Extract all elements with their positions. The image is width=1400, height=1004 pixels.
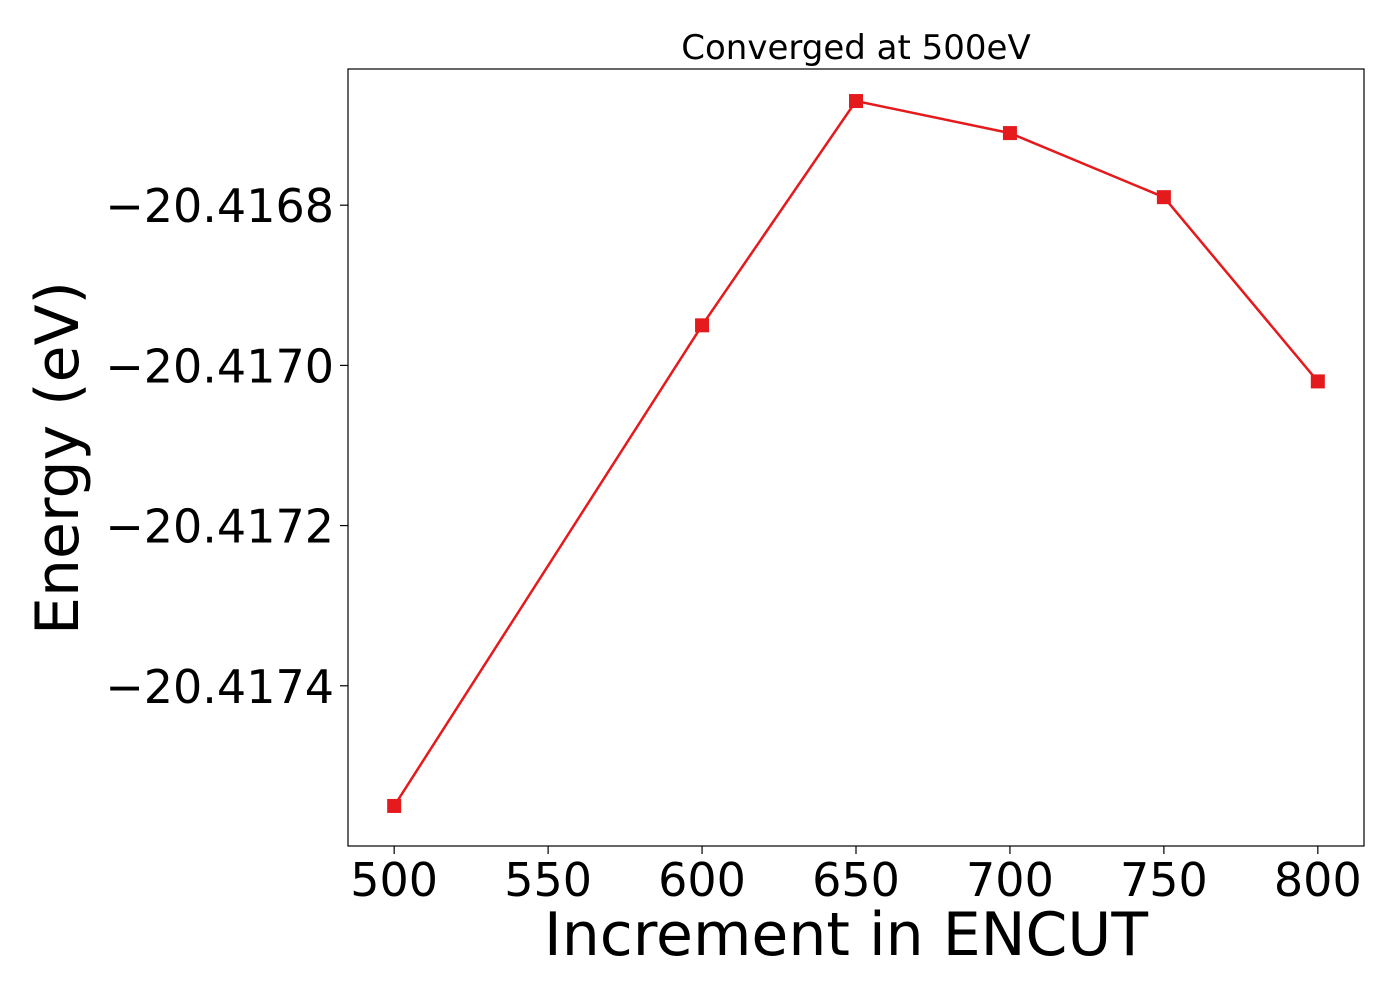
plot-area	[348, 69, 1364, 846]
x-tick-label: 550	[504, 853, 592, 907]
plot-frame	[347, 68, 1365, 847]
x-axis-label: Increment in ENCUT	[544, 900, 1148, 970]
data-point-marker	[695, 318, 710, 333]
y-axis-label: Energy (eV)	[23, 281, 93, 635]
data-point-marker	[1310, 374, 1325, 389]
x-tick-label: 650	[812, 853, 900, 907]
data-point-marker	[1156, 190, 1171, 205]
data-point-marker	[1002, 126, 1017, 141]
x-tick-label: 600	[658, 853, 746, 907]
data-point-marker	[387, 798, 402, 813]
y-tick-label: −20.4170	[105, 339, 334, 393]
y-tick-label: −20.4168	[105, 179, 334, 233]
x-tick-label: 500	[350, 853, 438, 907]
x-tick-label: 800	[1274, 853, 1362, 907]
series-layer	[387, 94, 1325, 813]
chart-title: Converged at 500eV	[681, 28, 1030, 68]
x-tick-label: 750	[1120, 853, 1208, 907]
data-point-marker	[849, 94, 863, 109]
x-axis-ticks: 500 550 600 650 700 750 800	[350, 846, 1362, 907]
y-tick-label: −20.4172	[105, 500, 334, 554]
x-tick-label: 700	[966, 853, 1054, 907]
series-line	[393, 99, 1319, 807]
y-tick-label: −20.4174	[105, 660, 334, 714]
y-axis-ticks: −20.4174 −20.4172 −20.4170 −20.4168	[105, 179, 348, 714]
